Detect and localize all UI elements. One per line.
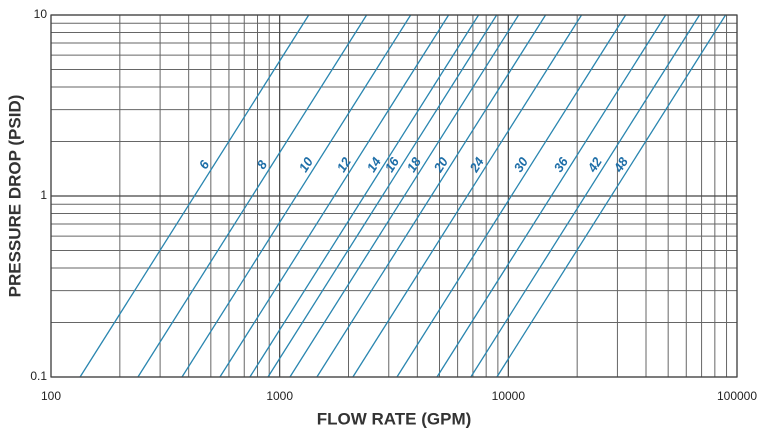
- series-label: 12: [334, 154, 355, 175]
- x-tick-label: 10000: [492, 389, 526, 403]
- x-tick-label: 100: [41, 389, 61, 403]
- series-line: [249, 14, 480, 378]
- series-line: [470, 14, 701, 378]
- series-label: 14: [364, 154, 385, 175]
- series-line: [496, 14, 727, 378]
- x-tick-label: 100000: [717, 389, 757, 403]
- y-tick-label: 0.1: [30, 369, 47, 383]
- series-line: [396, 14, 627, 378]
- series-label: 20: [430, 154, 451, 176]
- series-line: [137, 14, 368, 378]
- series-line: [289, 14, 520, 378]
- series-label: 8: [254, 157, 271, 172]
- y-axis-title: PRESSURE DROP (PSID): [5, 95, 24, 298]
- series-label: 36: [551, 154, 572, 175]
- y-tick-label: 1: [40, 188, 47, 202]
- series-line: [181, 14, 412, 378]
- series-line: [219, 14, 450, 378]
- series-label: 10: [296, 154, 317, 175]
- series-label: 6: [196, 157, 213, 172]
- plot-frame: [50, 14, 738, 378]
- series-label: 24: [466, 154, 487, 176]
- series-label: 16: [382, 154, 403, 175]
- series-label: 48: [610, 154, 631, 176]
- series-line: [79, 14, 310, 378]
- x-axis-title: FLOW RATE (GPM): [317, 409, 472, 428]
- series-line: [316, 14, 547, 378]
- series-line: [352, 14, 583, 378]
- series-label: 42: [584, 154, 605, 176]
- series-label: 30: [511, 154, 532, 175]
- series-line: [436, 14, 667, 378]
- x-tick-label: 1000: [266, 389, 293, 403]
- y-tick-label: 10: [34, 7, 48, 21]
- series-line: [267, 14, 498, 378]
